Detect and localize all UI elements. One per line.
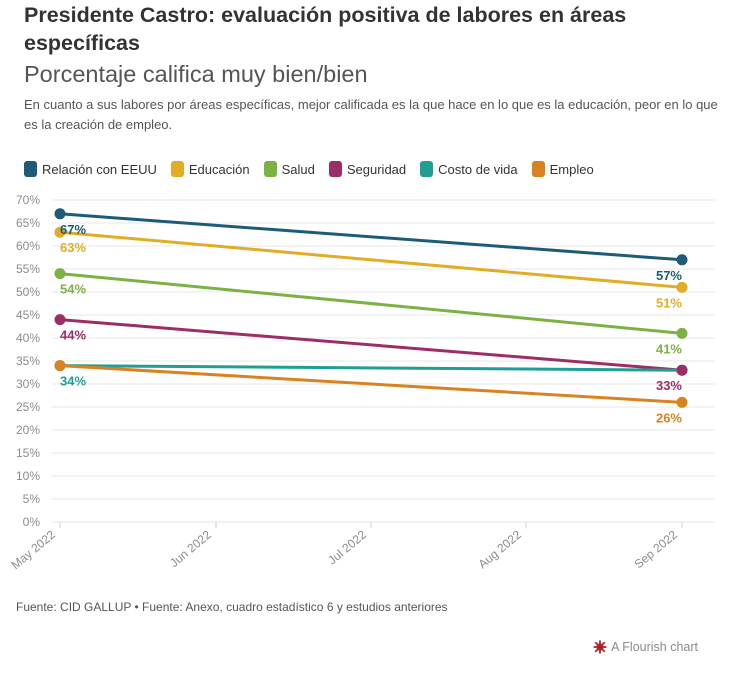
svg-text:67%: 67%	[60, 222, 86, 237]
svg-text:40%: 40%	[16, 331, 40, 345]
svg-text:54%: 54%	[60, 282, 86, 297]
svg-text:Jun 2022: Jun 2022	[167, 527, 214, 570]
svg-text:25%: 25%	[16, 400, 40, 414]
svg-text:10%: 10%	[16, 469, 40, 483]
svg-text:Sep 2022: Sep 2022	[632, 527, 681, 571]
svg-text:70%: 70%	[16, 193, 40, 207]
svg-text:63%: 63%	[60, 240, 86, 255]
svg-text:34%: 34%	[60, 374, 86, 389]
svg-text:51%: 51%	[656, 295, 682, 310]
svg-text:15%: 15%	[16, 446, 40, 460]
svg-text:33%: 33%	[656, 378, 682, 393]
svg-text:Aug 2022: Aug 2022	[476, 527, 525, 571]
svg-text:55%: 55%	[16, 262, 40, 276]
svg-text:20%: 20%	[16, 423, 40, 437]
svg-text:5%: 5%	[23, 492, 41, 506]
svg-text:50%: 50%	[16, 285, 40, 299]
svg-text:44%: 44%	[60, 328, 86, 343]
svg-text:May 2022: May 2022	[9, 527, 59, 572]
svg-text:60%: 60%	[16, 239, 40, 253]
svg-text:41%: 41%	[656, 341, 682, 356]
svg-text:26%: 26%	[656, 410, 682, 425]
svg-text:0%: 0%	[23, 515, 41, 529]
svg-text:65%: 65%	[16, 216, 40, 230]
svg-text:35%: 35%	[16, 354, 40, 368]
svg-text:57%: 57%	[656, 268, 682, 283]
svg-text:Jul 2022: Jul 2022	[325, 527, 369, 567]
svg-text:45%: 45%	[16, 308, 40, 322]
svg-text:30%: 30%	[16, 377, 40, 391]
